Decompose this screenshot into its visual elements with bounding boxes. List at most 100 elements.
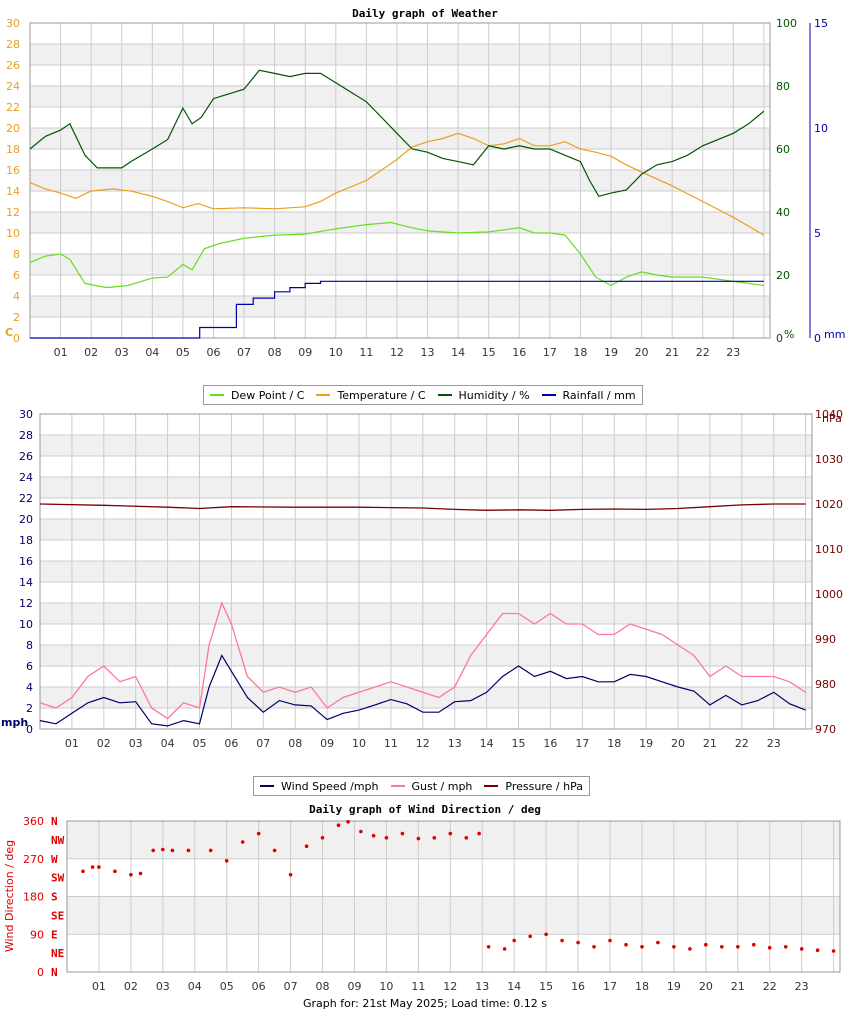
plot-border <box>39 413 813 730</box>
hour-tick-label: 19 <box>667 980 681 993</box>
hour-tick-label: 15 <box>512 737 526 750</box>
compass-label: N <box>51 815 58 828</box>
hour-tick-label: 06 <box>252 980 266 993</box>
hour-tick-label: 13 <box>475 980 489 993</box>
hour-tick-label: 05 <box>176 346 190 359</box>
legend-swatch <box>437 394 452 396</box>
wind-direction-point <box>783 945 788 949</box>
wind-direction-point <box>90 865 95 869</box>
grid-band <box>40 561 812 582</box>
wind-direction-point <box>129 872 133 877</box>
hour-tick-label: 12 <box>390 346 404 359</box>
y-tick-label-hpa: 1000 <box>815 588 843 601</box>
grid-band <box>30 254 770 275</box>
wind-direction-chart: Daily graph of Wind Direction / deg09018… <box>3 803 841 993</box>
y-tick-label-mm: 10 <box>814 122 828 135</box>
wind-direction-point <box>608 938 612 943</box>
hour-tick-label: 23 <box>767 737 781 750</box>
hour-tick-label: 21 <box>703 737 717 750</box>
wind-direction-point <box>752 942 756 947</box>
gust-line <box>39 601 806 720</box>
hour-tick-label: 20 <box>699 980 713 993</box>
wind-direction-point <box>400 831 405 836</box>
y-tick-label-c: 26 <box>6 59 20 72</box>
y-tick-label-hpa: 1010 <box>815 543 843 556</box>
wind-direction-point <box>304 844 309 848</box>
wind-direction-point <box>113 869 117 874</box>
hour-tick-label: 13 <box>448 737 462 750</box>
hour-tick-label: 03 <box>156 980 170 993</box>
y-tick-label-mph: 0 <box>26 723 33 736</box>
hour-tick-label: 20 <box>635 346 649 359</box>
legend-label: Dew Point / C <box>231 388 305 402</box>
hour-tick-label: 21 <box>731 980 745 993</box>
hour-tick-label: 08 <box>268 346 282 359</box>
wind-direction-point <box>416 836 421 841</box>
hour-tick-label: 17 <box>575 737 589 750</box>
hour-tick-label: 15 <box>482 346 496 359</box>
dew-point-line <box>29 221 764 289</box>
y-tick-label-pct: 40 <box>776 206 790 219</box>
hour-tick-label: 09 <box>320 737 334 750</box>
temperature-line <box>29 132 765 236</box>
legend-label: Humidity / % <box>458 388 530 402</box>
y-tick-label-mm: 0 <box>814 332 821 345</box>
legend-swatch <box>210 394 224 396</box>
wind-direction-point <box>767 945 772 950</box>
y-tick-label-mph: 30 <box>19 408 33 421</box>
hour-tick-label: 07 <box>256 737 270 750</box>
y-axis-label: Wind Direction / deg <box>3 840 16 952</box>
wind-direction-point <box>672 945 676 949</box>
y-tick-label-pct: 0 <box>776 332 783 345</box>
plot-border <box>66 820 841 973</box>
wind-direction-point <box>384 836 389 840</box>
legend-humidity: Humidity / % <box>437 388 530 402</box>
hour-tick-label: 11 <box>411 980 425 993</box>
grid-band <box>40 603 812 624</box>
wind-direction-point <box>81 869 85 874</box>
y-tick-label-c: 6 <box>13 269 20 282</box>
y-tick-label-c: 28 <box>6 38 20 51</box>
legend-label: Gust / mph <box>411 779 473 793</box>
wind-direction-point <box>272 848 277 853</box>
hour-tick-label: 06 <box>224 737 238 750</box>
wind-direction-point <box>815 948 820 952</box>
wind-speed-line <box>39 654 806 727</box>
y-tick-label-hpa: 980 <box>815 678 836 691</box>
wind-direction-point <box>448 831 453 836</box>
hour-tick-label: 18 <box>635 980 649 993</box>
legend-label: Rainfall / mm <box>562 388 636 402</box>
hour-tick-label: 04 <box>145 346 159 359</box>
y-tick-label-mm: 5 <box>814 227 821 240</box>
y-tick-label-hpa: 990 <box>815 633 836 646</box>
wind-legend: Wind Speed /mph Gust / mph Pressure / hP… <box>253 776 590 796</box>
wind-direction-point <box>640 945 644 949</box>
weather-chart: Daily graph of Weather024681012141618202… <box>5 7 845 359</box>
wind-direction-point <box>288 872 293 877</box>
hour-tick-label: 08 <box>288 737 302 750</box>
legend-label: Wind Speed /mph <box>281 779 379 793</box>
y-tick-label-mph: 8 <box>26 639 33 652</box>
y-tick-label-mph: 22 <box>19 492 33 505</box>
hour-tick-label: 14 <box>480 737 494 750</box>
hour-tick-label: 16 <box>543 737 557 750</box>
compass-label: NW <box>51 834 65 847</box>
y-tick-label-mph: 18 <box>19 534 33 547</box>
legend-swatch <box>316 394 331 396</box>
hour-tick-label: 02 <box>84 346 98 359</box>
y-tick-label-c: 0 <box>13 332 20 345</box>
hour-tick-label: 20 <box>671 737 685 750</box>
grid-band <box>40 687 812 708</box>
hour-tick-label: 22 <box>696 346 710 359</box>
y-tick-label-mph: 6 <box>26 660 33 673</box>
grid-band <box>67 896 840 935</box>
hour-tick-label: 12 <box>416 737 430 750</box>
hour-tick-label: 04 <box>188 980 202 993</box>
y-tick-label-c: 20 <box>6 122 20 135</box>
hour-tick-label: 05 <box>193 737 207 750</box>
y-tick-label-hpa: 1040 <box>815 408 843 421</box>
y-tick-label-deg: 180 <box>23 891 44 904</box>
pressure-line <box>39 503 806 511</box>
y-tick-label-deg: 270 <box>23 853 44 866</box>
grid-band <box>30 44 770 65</box>
